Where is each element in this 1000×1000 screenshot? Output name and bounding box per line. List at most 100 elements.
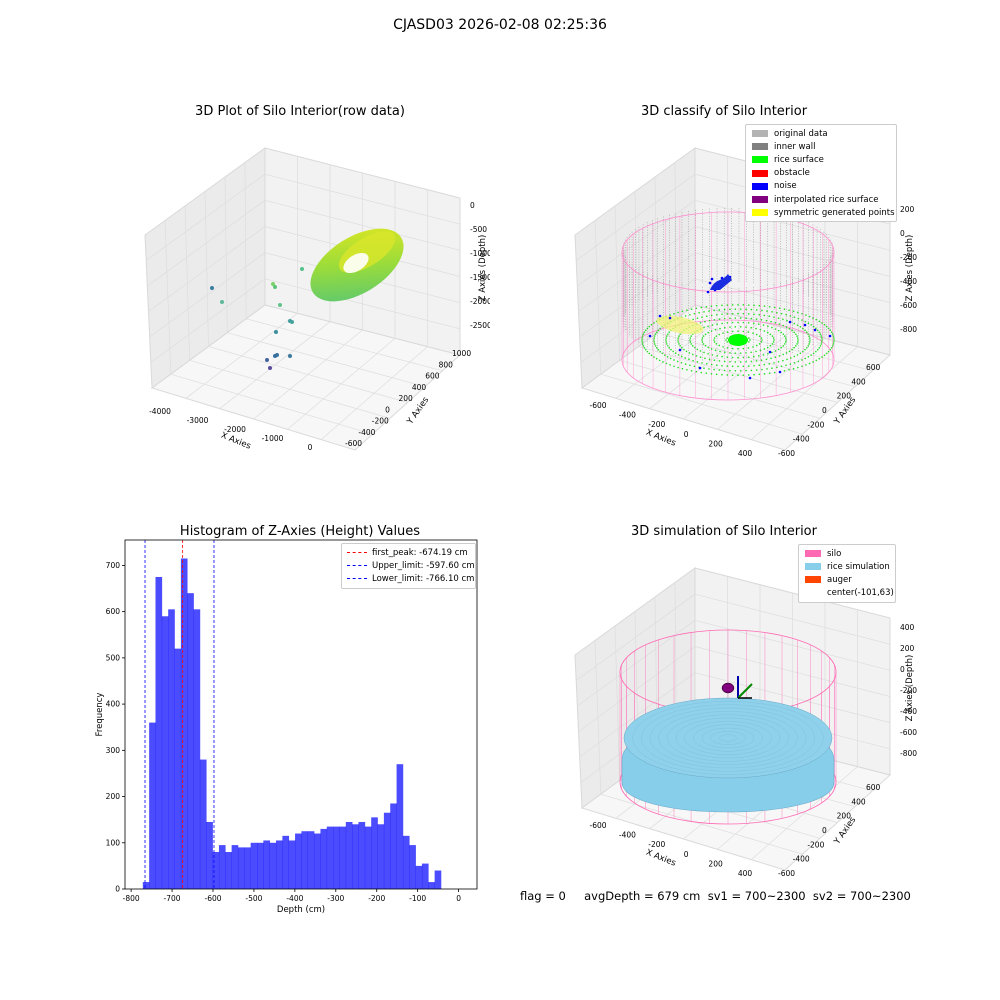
classify-surface-point bbox=[703, 351, 705, 354]
histogram-y-tick-label: 0 bbox=[115, 885, 120, 894]
classify-surface-point bbox=[821, 356, 823, 358]
classify-surface-point bbox=[739, 326, 742, 328]
classify-surface-point bbox=[815, 359, 818, 362]
classify-surface-point bbox=[715, 335, 718, 337]
classify-surface-point bbox=[748, 337, 750, 339]
classify-surface-point bbox=[782, 324, 784, 327]
classify-surface-point bbox=[768, 362, 771, 365]
raw-grid-line bbox=[264, 278, 461, 330]
histogram-bar bbox=[263, 840, 270, 889]
histogram-bar bbox=[364, 826, 372, 889]
classify-surface-point bbox=[729, 308, 731, 311]
classify-surface-point bbox=[684, 357, 687, 359]
classify-surface-point bbox=[716, 323, 718, 325]
classify-surface-point bbox=[718, 344, 721, 347]
classify-surface-point bbox=[679, 345, 681, 347]
classify-surface-point bbox=[713, 339, 715, 341]
classify-surface-point bbox=[721, 304, 723, 307]
classify-surface-point bbox=[707, 352, 709, 355]
classify-surface-point bbox=[801, 312, 803, 315]
classify-surface-point bbox=[692, 353, 694, 356]
classify-surface-point bbox=[642, 333, 645, 335]
histogram-legend-line bbox=[347, 565, 367, 567]
classify-surface-point bbox=[782, 318, 784, 321]
classify-surface-point bbox=[768, 305, 771, 308]
classify-surface-point bbox=[771, 311, 773, 313]
simulation-legend-swatch bbox=[805, 590, 821, 597]
classify-surface-point bbox=[745, 326, 747, 328]
classify-surface-point bbox=[832, 335, 835, 337]
histogram-bar bbox=[409, 845, 416, 889]
simulation-legend-swatch bbox=[805, 550, 821, 558]
classify-surface-point bbox=[771, 343, 774, 345]
classify-surface-point bbox=[823, 354, 826, 357]
classify-surface-point bbox=[668, 331, 670, 334]
classify-surface-point bbox=[797, 339, 799, 341]
classify-y-tick-label: 200 bbox=[837, 392, 852, 401]
classify-grid-line bbox=[694, 278, 891, 330]
classify-surface-point bbox=[755, 327, 757, 330]
classify-surface-point bbox=[778, 323, 781, 325]
classify-noise-point bbox=[710, 277, 714, 281]
classify-surface-point bbox=[755, 360, 758, 362]
classify-surface-point bbox=[702, 343, 705, 345]
classify-noise-point bbox=[658, 314, 662, 318]
simulation-y-tick-label: 400 bbox=[851, 797, 866, 806]
classify-surface-point bbox=[681, 310, 684, 313]
classify-surface-point bbox=[696, 348, 699, 351]
classify-surface-point bbox=[747, 365, 750, 367]
classify-surface-point bbox=[705, 362, 708, 365]
classify-surface-point bbox=[677, 354, 680, 356]
classify-legend-swatch bbox=[752, 143, 768, 151]
classify-surface-point bbox=[685, 350, 688, 353]
histogram-bar bbox=[180, 558, 188, 889]
classify-surface-point bbox=[673, 365, 675, 368]
histogram-bar bbox=[168, 609, 175, 889]
classify-surface-point bbox=[670, 348, 672, 351]
classify-legend-swatch bbox=[752, 156, 768, 164]
classify-surface-point bbox=[833, 341, 835, 343]
classify-surface-point bbox=[761, 339, 763, 341]
classify-surface-point bbox=[718, 309, 721, 311]
simulation-mesh-ring bbox=[667, 714, 789, 762]
classify-surface-point bbox=[710, 363, 713, 366]
classify-noise-point bbox=[678, 348, 682, 352]
classify-noise-point bbox=[803, 323, 807, 327]
classify-surface-point bbox=[763, 348, 766, 350]
classify-surface-point bbox=[689, 341, 692, 343]
simulation-legend-swatch bbox=[805, 576, 821, 584]
classify-surface-point bbox=[773, 316, 775, 318]
raw-grid-line bbox=[150, 278, 266, 363]
classify-surface-point bbox=[767, 325, 769, 328]
classify-y-tick-label: 600 bbox=[866, 363, 881, 372]
classify-surface-point bbox=[686, 309, 688, 311]
classify-surface-point bbox=[747, 322, 750, 324]
histogram-bar bbox=[199, 759, 207, 889]
histogram-bar bbox=[149, 722, 156, 889]
classify-surface-point bbox=[818, 347, 821, 349]
classify-surface-point bbox=[654, 345, 657, 347]
classify-surface-point bbox=[731, 330, 734, 333]
classify-surface-point bbox=[750, 351, 752, 354]
classify-surface-point bbox=[714, 349, 717, 352]
classify-surface-point bbox=[758, 364, 761, 367]
histogram-bar bbox=[225, 852, 232, 889]
classify-surface-point bbox=[737, 348, 739, 350]
classify-surface-point bbox=[758, 304, 761, 307]
classify-surface-point bbox=[791, 348, 793, 351]
classify-surface-point bbox=[755, 318, 758, 320]
classify-surface-point bbox=[771, 367, 773, 369]
classify-surface-point bbox=[760, 318, 763, 321]
classify-surface-point bbox=[827, 327, 830, 330]
simulation-x-axis-label: X Axies bbox=[644, 848, 677, 869]
classify-surface-point bbox=[796, 337, 799, 339]
classify-surface-point bbox=[774, 356, 777, 359]
histogram-x-tick-label: -800 bbox=[123, 894, 140, 903]
classify-noise-point bbox=[708, 281, 712, 285]
classify-surface-point bbox=[772, 341, 775, 343]
classify-noise-point bbox=[768, 350, 772, 354]
classify-silo-cylinder bbox=[621, 211, 835, 401]
classify-surface-point bbox=[667, 333, 669, 335]
classify-surface-point bbox=[762, 324, 765, 326]
histogram-bar bbox=[314, 833, 321, 889]
